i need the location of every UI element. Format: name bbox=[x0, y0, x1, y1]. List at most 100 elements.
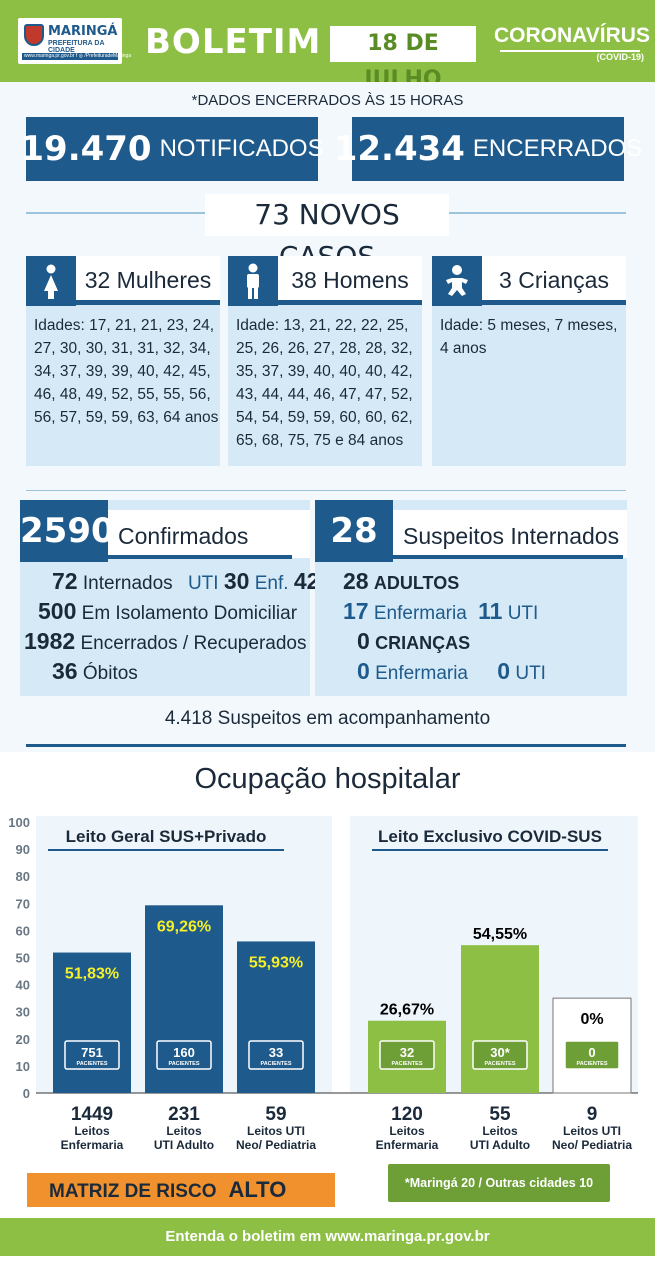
patients-caption: PACIENTES bbox=[168, 1061, 199, 1067]
obitos-row: 36 Óbitos bbox=[52, 658, 138, 684]
mulheres-card: 32 Mulheres Idades: 17, 21, 21, 23, 24, … bbox=[26, 256, 220, 466]
y-tick-label: 100 bbox=[8, 815, 30, 830]
logo-subtitle: PREFEITURA DA CIDADE bbox=[48, 40, 105, 54]
criancas-row: 0 CRIANÇAS bbox=[357, 628, 471, 654]
patients-box bbox=[379, 1040, 435, 1070]
bar bbox=[461, 945, 539, 1093]
leitos-count: 55 bbox=[489, 1104, 511, 1125]
leitos-type-label: Leitos UTI bbox=[563, 1124, 621, 1138]
risk-matrix-banner: MATRIZ DE RISCO ALTO bbox=[27, 1173, 335, 1207]
leitos-type-label: Leitos bbox=[74, 1124, 110, 1138]
leitos-count: 9 bbox=[587, 1104, 598, 1125]
leitos-count: 120 bbox=[391, 1104, 423, 1125]
confirmados-card: 2590 Confirmados 72 Internados UTI 30 En… bbox=[20, 500, 319, 696]
bar-percent-label: 26,67% bbox=[380, 1002, 434, 1019]
notificados-value: 19.470 bbox=[20, 129, 152, 169]
isolamento-row: 500 Em Isolamento Domiciliar bbox=[38, 598, 298, 624]
patients-caption: PACIENTES bbox=[576, 1061, 607, 1067]
suspeitos-label: Suspeitos Internados bbox=[393, 510, 627, 558]
patients-box bbox=[564, 1040, 620, 1070]
mulheres-title: 32 Mulheres bbox=[76, 256, 220, 304]
header-banner: MARINGÁ PREFEITURA DA CIDADE www.maringa… bbox=[0, 0, 655, 92]
y-tick-label: 10 bbox=[16, 1059, 30, 1074]
confirmados-label: Confirmados bbox=[108, 510, 310, 558]
recuperados-row: 1982 Encerrados / Recuperados bbox=[24, 628, 307, 654]
leitos-unit-label: Enfermaria bbox=[61, 1138, 124, 1152]
baby-icon bbox=[432, 256, 482, 306]
suspeitos-card: 28 Suspeitos Internados 28 ADULTOS 17 En… bbox=[315, 500, 627, 696]
patients-caption: PACIENTES bbox=[260, 1061, 291, 1067]
notificados-label: NOTIFICADOS bbox=[159, 135, 324, 162]
adultos-row: 28 ADULTOS bbox=[343, 568, 460, 594]
adultos-detail-row: 17 Enfermaria 11 UTI bbox=[343, 598, 539, 624]
acompanhamento-text: 4.418 Suspeitos em acompanhamento bbox=[164, 708, 491, 729]
criancas-detail-row: 0 Enfermaria 0 UTI bbox=[357, 658, 546, 684]
leitos-count: 59 bbox=[265, 1104, 286, 1125]
criancas-card: 3 Crianças Idade: 5 meses, 7 meses, 4 an… bbox=[432, 256, 626, 466]
risk-label: MATRIZ DE RISCO bbox=[49, 1181, 217, 1202]
patients-count: 0 bbox=[588, 1045, 595, 1060]
bar-percent-label: 54,55% bbox=[473, 926, 527, 943]
criancas-title: 3 Crianças bbox=[482, 256, 626, 304]
leitos-type-label: Leitos bbox=[166, 1124, 202, 1138]
leitos-type-label: Leitos bbox=[389, 1124, 425, 1138]
man-icon bbox=[228, 256, 278, 306]
city-logo: MARINGÁ PREFEITURA DA CIDADE www.maringa… bbox=[18, 18, 131, 64]
homens-title: 38 Homens bbox=[278, 256, 422, 304]
homens-card: 38 Homens Idade: 13, 21, 22, 22, 25, 25,… bbox=[228, 256, 422, 466]
leitos-unit-label: UTI Adulto bbox=[154, 1138, 214, 1152]
bar-percent-label: 51,83% bbox=[65, 966, 119, 983]
bar-percent-label: 69,26% bbox=[157, 918, 211, 935]
y-tick-label: 20 bbox=[16, 1032, 30, 1047]
cities-note: *Maringá 20 / Outras cidades 10 bbox=[388, 1164, 610, 1202]
notificados-box: 19.470 NOTIFICADOS bbox=[20, 117, 324, 181]
criancas-ages: Idade: 5 meses, 7 meses, 4 anos bbox=[440, 317, 618, 357]
y-tick-label: 40 bbox=[16, 978, 30, 993]
novos-casos-title: 73 NOVOS CASOS bbox=[205, 194, 449, 273]
encerrados-label: ENCERRADOS bbox=[472, 135, 643, 162]
y-tick-label: 50 bbox=[16, 951, 30, 966]
patients-count: 30* bbox=[490, 1045, 510, 1060]
leitos-unit-label: Neo/ Pediatria bbox=[552, 1138, 632, 1152]
patients-box bbox=[248, 1040, 304, 1070]
internados-row: 72 Internados UTI 30 Enf. 42 bbox=[52, 568, 320, 594]
patients-caption: PACIENTES bbox=[484, 1061, 515, 1067]
encerrados-box: 12.434 ENCERRADOS bbox=[334, 117, 642, 181]
patients-caption: PACIENTES bbox=[76, 1061, 107, 1067]
encerrados-value: 12.434 bbox=[333, 129, 465, 169]
mulheres-ages: Idades: 17, 21, 21, 23, 24, 27, 30, 30, … bbox=[34, 317, 219, 426]
patients-caption: PACIENTES bbox=[391, 1061, 422, 1067]
footer-link[interactable]: Entenda o boletim em www.maringa.pr.gov.… bbox=[0, 1218, 655, 1256]
patients-box bbox=[64, 1040, 120, 1070]
covid-title: CORONAVÍRUS bbox=[494, 24, 650, 47]
y-tick-label: 80 bbox=[16, 869, 30, 884]
leitos-type-label: Leitos bbox=[482, 1124, 518, 1138]
y-tick-label: 60 bbox=[16, 923, 30, 938]
data-cutoff-note: *DADOS ENCERRADOS ÀS 15 HORAS bbox=[191, 92, 464, 109]
leitos-unit-label: Neo/ Pediatria bbox=[236, 1138, 316, 1152]
leitos-unit-label: UTI Adulto bbox=[470, 1138, 530, 1152]
y-tick-label: 0 bbox=[23, 1086, 30, 1101]
covid-subtitle: (COVID-19) bbox=[596, 52, 644, 62]
homens-ages: Idade: 13, 21, 22, 22, 25, 25, 26, 26, 2… bbox=[236, 317, 413, 449]
bulletin-title: BOLETIM bbox=[145, 22, 322, 62]
risk-level: ALTO bbox=[228, 1177, 287, 1202]
y-tick-label: 70 bbox=[16, 896, 30, 911]
leitos-count: 1449 bbox=[71, 1104, 113, 1125]
bar-percent-label: 0% bbox=[580, 1011, 603, 1028]
patients-count: 751 bbox=[81, 1045, 103, 1060]
patients-count: 33 bbox=[269, 1045, 283, 1060]
panel-title: Leito Geral SUS+Privado bbox=[66, 827, 267, 846]
suspeitos-value: 28 bbox=[315, 500, 393, 562]
ocupacao-title: Ocupação hospitalar bbox=[194, 763, 461, 795]
logo-name: MARINGÁ bbox=[48, 24, 118, 39]
logo-social-line: www.maringa.pr.gov.br f ◎ /PrefeituradeM… bbox=[24, 53, 132, 59]
city-shield-icon bbox=[24, 24, 44, 46]
leitos-unit-label: Enfermaria bbox=[376, 1138, 439, 1152]
bulletin-date: 18 DE JULHO bbox=[330, 26, 476, 92]
bar-percent-label: 55,93% bbox=[249, 954, 303, 971]
woman-icon bbox=[26, 256, 76, 306]
patients-box bbox=[156, 1040, 212, 1070]
y-tick-label: 30 bbox=[16, 1005, 30, 1020]
